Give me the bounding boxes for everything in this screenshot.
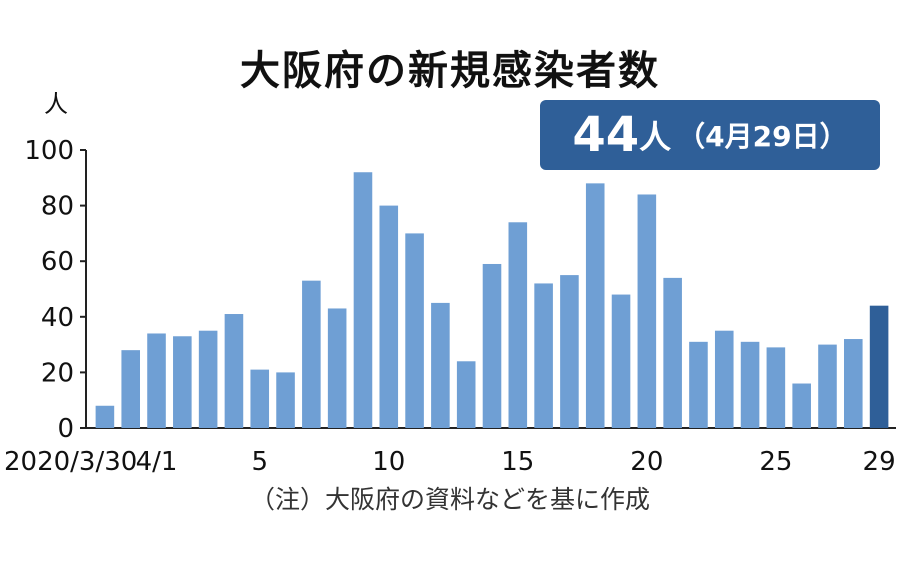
x-tick-label: 25: [759, 447, 792, 477]
x-tick-label: 2020/3/30: [4, 447, 137, 477]
bar: [482, 263, 502, 428]
x-tick-label: 4/1: [136, 447, 178, 477]
x-tick-label: 15: [501, 447, 534, 477]
bar: [405, 233, 424, 428]
y-tick-label: 60: [41, 247, 74, 277]
bar: [456, 361, 476, 428]
bar: [198, 330, 218, 428]
x-tick-label: 29: [863, 447, 896, 477]
bar: [714, 330, 734, 428]
callout-unit: 人: [639, 118, 672, 156]
callout-date: （4月29日）: [677, 120, 848, 153]
latest-value-callout: 44 人 （4月29日）: [540, 100, 880, 170]
bar: [663, 277, 682, 428]
bar: [95, 405, 115, 428]
bar: [379, 205, 399, 428]
bar: [792, 383, 811, 428]
y-tick-label: 80: [41, 192, 74, 222]
bar: [173, 336, 192, 428]
bar: [353, 172, 373, 428]
bar-highlight: [869, 305, 889, 428]
chart-title: 大阪府の新規感染者数: [240, 48, 660, 94]
source-note: （注）大阪府の資料などを基に作成: [249, 485, 650, 514]
bar: [611, 294, 631, 428]
bar: [637, 194, 657, 428]
bar: [276, 372, 295, 428]
bar: [844, 339, 863, 428]
bar: [302, 280, 321, 428]
y-axis-unit: 人: [44, 90, 68, 118]
y-tick-label: 100: [24, 136, 74, 166]
bar: [327, 308, 347, 428]
bar: [147, 333, 166, 428]
bar: [689, 341, 708, 428]
x-tick-label: 20: [630, 447, 663, 477]
bar: [508, 222, 528, 428]
bar: [121, 350, 140, 428]
bar: [224, 314, 244, 428]
bar: [766, 347, 786, 428]
bar: [585, 183, 605, 428]
y-tick-label: 0: [57, 414, 74, 444]
bar: [431, 302, 450, 428]
y-tick-label: 20: [41, 358, 74, 388]
x-tick-label: 5: [251, 447, 268, 477]
bar: [740, 341, 760, 428]
x-tick-label: 10: [372, 447, 405, 477]
callout-value: 44: [572, 107, 640, 163]
bar: [818, 344, 837, 428]
bar: [534, 283, 553, 428]
y-tick-label: 40: [41, 303, 74, 333]
bar: [560, 275, 579, 428]
bar: [250, 369, 270, 428]
